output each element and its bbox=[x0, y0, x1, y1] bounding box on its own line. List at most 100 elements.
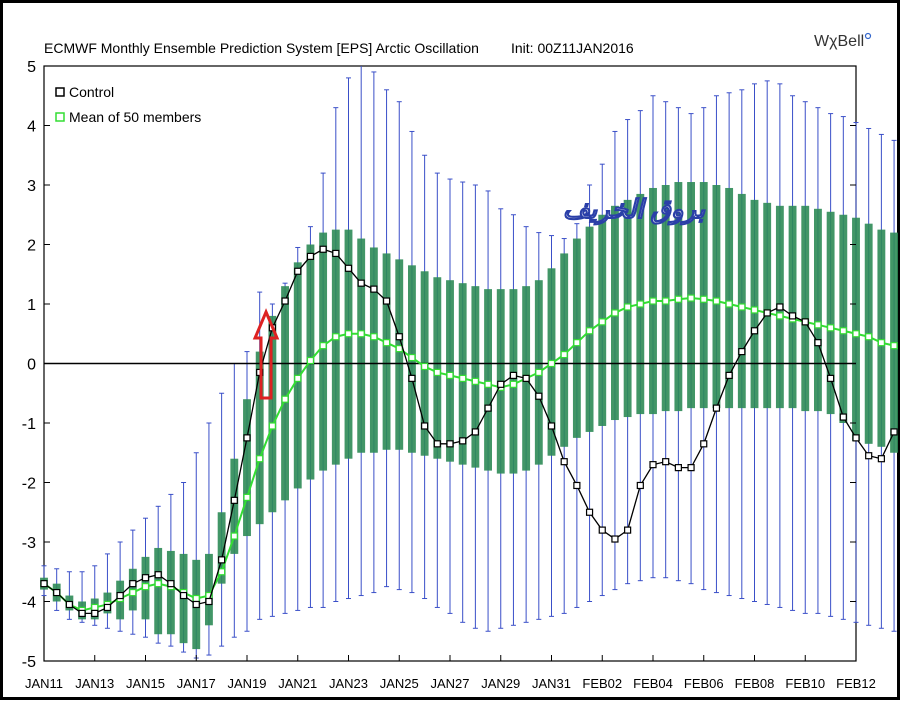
ensemble-box bbox=[712, 185, 721, 409]
mean-point bbox=[776, 312, 784, 320]
ensemble-box bbox=[230, 458, 239, 554]
control-point bbox=[446, 440, 454, 448]
control-point bbox=[243, 434, 251, 442]
legend-marker bbox=[55, 87, 65, 97]
ensemble-box bbox=[814, 208, 822, 412]
control-point bbox=[801, 318, 809, 326]
x-tick-label: FEB08 bbox=[735, 676, 775, 691]
control-point bbox=[179, 591, 188, 600]
y-tick-label: -5 bbox=[22, 654, 36, 671]
control-point bbox=[839, 413, 847, 421]
ensemble-box bbox=[750, 199, 759, 409]
mean-point bbox=[408, 353, 416, 362]
mean-point bbox=[852, 330, 860, 338]
control-point bbox=[53, 588, 61, 597]
mean-point bbox=[573, 339, 581, 347]
mean-point bbox=[725, 300, 733, 308]
control-point bbox=[725, 371, 733, 379]
control-point bbox=[788, 312, 797, 320]
ensemble-box bbox=[344, 229, 353, 459]
x-tick-label: JAN25 bbox=[380, 676, 419, 691]
control-point bbox=[433, 440, 441, 448]
init-label: Init: 00Z11JAN2016 bbox=[511, 40, 634, 56]
ensemble-box bbox=[166, 550, 175, 635]
control-point bbox=[585, 508, 594, 516]
mean-point bbox=[91, 603, 99, 612]
plot-area: 5 4 3 2 1 0 -1 -2 -3 -4 -5 JAN11 JAN13 JAN15 JAN17 JAN1… bbox=[22, 59, 898, 691]
mean-point bbox=[446, 371, 454, 379]
ensemble-box bbox=[243, 399, 251, 537]
control-point bbox=[370, 285, 378, 293]
control-point bbox=[471, 428, 479, 436]
control-point bbox=[408, 374, 416, 382]
control-point bbox=[65, 600, 73, 609]
ensemble-box bbox=[268, 315, 277, 513]
ensemble-box bbox=[699, 182, 708, 409]
x-tick-label: FEB12 bbox=[836, 676, 876, 691]
control-point bbox=[750, 327, 759, 335]
control-point bbox=[218, 556, 226, 564]
ensemble-box bbox=[826, 211, 835, 415]
control-point bbox=[332, 249, 340, 258]
x-tick-label: JAN23 bbox=[329, 676, 368, 691]
mean-point bbox=[624, 303, 632, 311]
ensemble-box bbox=[852, 217, 860, 441]
mean-point bbox=[344, 330, 353, 338]
mean-point bbox=[877, 339, 885, 347]
control-point bbox=[852, 434, 860, 442]
y-tick-label: -2 bbox=[22, 476, 36, 493]
control-point bbox=[116, 591, 124, 600]
mean-point bbox=[712, 297, 721, 305]
mean-point bbox=[535, 368, 543, 377]
mean-point bbox=[827, 324, 835, 332]
legend-marker bbox=[55, 112, 65, 122]
control-point bbox=[154, 571, 162, 579]
control-point bbox=[421, 422, 429, 430]
x-tick-label: JAN27 bbox=[430, 676, 469, 691]
ensemble-box bbox=[281, 286, 289, 501]
ensemble-box bbox=[205, 553, 213, 626]
mean-point bbox=[598, 318, 606, 326]
mean-point bbox=[547, 359, 556, 368]
mean-point bbox=[471, 377, 479, 385]
ensemble-box bbox=[725, 187, 734, 409]
ensemble-box bbox=[154, 547, 163, 635]
ensemble-box bbox=[369, 247, 378, 453]
x-tick-label: FEB10 bbox=[785, 676, 825, 691]
control-point bbox=[687, 464, 695, 472]
watermark-text: بروق الخريف bbox=[563, 194, 706, 225]
x-tick-label: FEB04 bbox=[633, 676, 673, 691]
control-point bbox=[611, 535, 619, 543]
control-point bbox=[890, 428, 898, 436]
mean-point bbox=[649, 297, 657, 305]
ensemble-box bbox=[572, 238, 581, 438]
control-point bbox=[573, 481, 581, 490]
ensemble-box bbox=[217, 512, 226, 584]
mean-point bbox=[154, 580, 162, 588]
ensemble-box bbox=[382, 253, 391, 450]
y-tick-label: -3 bbox=[22, 535, 36, 552]
control-point bbox=[357, 279, 365, 287]
control-point bbox=[598, 526, 606, 534]
control-point bbox=[281, 297, 289, 305]
control-point bbox=[776, 303, 784, 311]
control-point bbox=[509, 371, 518, 379]
control-point bbox=[294, 267, 302, 275]
control-point bbox=[547, 422, 556, 430]
mean-point bbox=[674, 295, 682, 303]
ensemble-box bbox=[484, 289, 492, 471]
ensemble-box bbox=[763, 202, 772, 409]
control-point bbox=[662, 458, 670, 466]
y-tick-label: 5 bbox=[27, 59, 36, 76]
x-tick-label: JAN13 bbox=[75, 676, 114, 691]
legend-label: Mean of 50 members bbox=[69, 109, 201, 125]
control-point bbox=[395, 333, 403, 341]
ensemble-box bbox=[433, 277, 442, 459]
red-arrow-icon bbox=[252, 308, 280, 400]
y-tick-label: 0 bbox=[27, 357, 36, 374]
control-point bbox=[763, 309, 771, 317]
control-point bbox=[205, 597, 213, 606]
x-tick-label: JAN21 bbox=[278, 676, 317, 691]
y-tick-label: 2 bbox=[27, 238, 36, 255]
